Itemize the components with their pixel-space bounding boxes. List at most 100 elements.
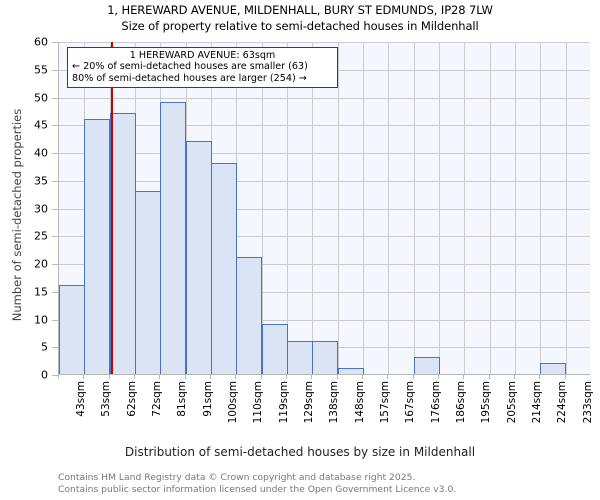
y-tick-mark [52, 125, 58, 127]
annotation-line-2: ← 20% of semi-detached houses are smalle… [72, 61, 308, 73]
gridline-vertical [566, 42, 567, 374]
histogram-bar [540, 362, 566, 374]
y-tick-mark [52, 236, 58, 238]
y-tick-label: 20 [34, 257, 48, 271]
y-tick-label: 0 [41, 368, 48, 382]
gridline-horizontal [59, 125, 590, 127]
x-tick-mark [58, 375, 59, 379]
x-tick-mark [311, 375, 312, 379]
y-axis-ticks: 0 5 10 15 20 25 30 35 40 45 50 55 60 [0, 36, 600, 382]
x-tick-mark [134, 375, 135, 379]
histogram-bar [236, 257, 262, 374]
y-tick-label: 30 [34, 202, 48, 215]
x-tick-mark [539, 375, 540, 379]
x-tick-mark [463, 375, 464, 379]
x-tick-mark [159, 375, 160, 379]
x-tick-mark [286, 375, 287, 379]
x-tick-label: 195sqm [479, 381, 492, 424]
gridline-vertical [363, 42, 364, 374]
x-tick-label: 214sqm [530, 381, 543, 424]
gridline-horizontal [59, 208, 590, 210]
gridline-horizontal [59, 97, 590, 99]
gridline-horizontal [59, 42, 590, 43]
x-tick-mark [362, 375, 363, 379]
footer-line-1: Contains HM Land Registry data © Crown c… [58, 472, 416, 483]
annotation-line-3: 80% of semi-detached houses are larger (… [72, 72, 307, 84]
gridline-horizontal [59, 264, 590, 265]
y-tick-label: 55 [34, 63, 48, 77]
x-tick-label: 119sqm [277, 381, 290, 424]
footer-line-2: Contains public sector information licen… [58, 483, 457, 495]
x-tick-label: 138sqm [327, 381, 340, 424]
x-tick-mark [210, 375, 211, 379]
x-tick-mark [337, 375, 338, 379]
bars-group [59, 42, 590, 374]
x-tick-label: 43sqm [74, 381, 87, 417]
gridline-horizontal [59, 180, 590, 182]
gridline-horizontal [59, 291, 590, 293]
annotation-line-1: 1 HEREWARD AVENUE: 63sqm [129, 50, 276, 61]
y-tick-mark [52, 153, 58, 154]
y-tick-mark [52, 347, 58, 349]
gridline-horizontal [59, 153, 590, 154]
footer-attribution: Contains HM Land Registry data © Crown c… [58, 472, 598, 496]
x-tick-mark [438, 375, 439, 379]
x-tick-mark [514, 375, 515, 379]
x-tick-label: 233sqm [581, 381, 594, 424]
gridline-horizontal [59, 319, 590, 321]
x-tick-label: 129sqm [302, 381, 315, 424]
annotation-callout: 1 HEREWARD AVENUE: 63sqm ← 20% of semi-d… [67, 47, 338, 88]
x-tick-mark [565, 375, 566, 379]
histogram-bar [211, 163, 237, 374]
gridline-vertical [312, 42, 313, 374]
y-tick-mark [52, 97, 58, 99]
y-axis-label: Number of semi-detached properties [10, 108, 24, 322]
x-tick-label: 91sqm [201, 381, 214, 417]
x-tick-label: 62sqm [125, 381, 138, 417]
x-tick-label: 81sqm [175, 381, 188, 417]
chart-subtitle: Size of property relative to semi-detach… [121, 19, 479, 33]
y-tick-mark [52, 42, 58, 43]
gridline-vertical [388, 42, 389, 374]
x-axis-label: Distribution of semi-detached houses by … [124, 445, 476, 459]
gridline-vertical [262, 42, 263, 374]
y-tick-mark [52, 208, 58, 210]
x-tick-label: 186sqm [454, 381, 467, 424]
x-tick-label: 72sqm [150, 381, 163, 417]
y-tick-mark [52, 319, 58, 321]
x-tick-label: 176sqm [429, 381, 442, 424]
gridline-vertical [464, 42, 465, 374]
gridline-vertical [540, 42, 541, 374]
x-tick-label: 205sqm [505, 381, 518, 424]
x-tick-label: 157sqm [378, 381, 391, 424]
y-tick-label: 15 [34, 285, 48, 299]
y-tick-mark [52, 180, 58, 182]
y-tick-label: 35 [34, 174, 48, 188]
y-tick-mark [52, 375, 58, 376]
y-tick-label: 10 [34, 313, 48, 326]
y-tick-label: 45 [34, 118, 48, 132]
x-tick-label: 148sqm [353, 381, 366, 424]
x-tick-label: 53sqm [99, 381, 112, 417]
x-tick-mark [83, 375, 84, 379]
gridline-vertical [338, 42, 339, 374]
y-tick-mark [52, 264, 58, 265]
gridline-vertical [414, 42, 415, 374]
y-tick-label: 60 [34, 35, 48, 49]
gridline-vertical [439, 42, 440, 374]
plot-area: 1 HEREWARD AVENUE: 63sqm ← 20% of semi-d… [58, 42, 590, 375]
x-axis-ticks: 43sqm 53sqm 62sqm 72sqm 81sqm 91sqm 100sqm 110s… [0, 375, 600, 445]
histogram-bar [338, 368, 364, 374]
x-tick-mark [387, 375, 388, 379]
histogram-bar [312, 340, 338, 374]
chart-title: 1, HEREWARD AVENUE, MILDENHALL, BURY ST … [107, 3, 493, 17]
x-tick-label: 100sqm [226, 381, 239, 424]
histogram-bar [135, 190, 161, 374]
y-tick-mark [52, 69, 58, 71]
property-marker-line [111, 42, 114, 374]
y-tick-label: 40 [34, 146, 48, 160]
x-tick-mark [413, 375, 414, 379]
histogram-bar [84, 118, 110, 374]
histogram-bar [110, 113, 136, 374]
x-tick-mark [489, 375, 490, 379]
